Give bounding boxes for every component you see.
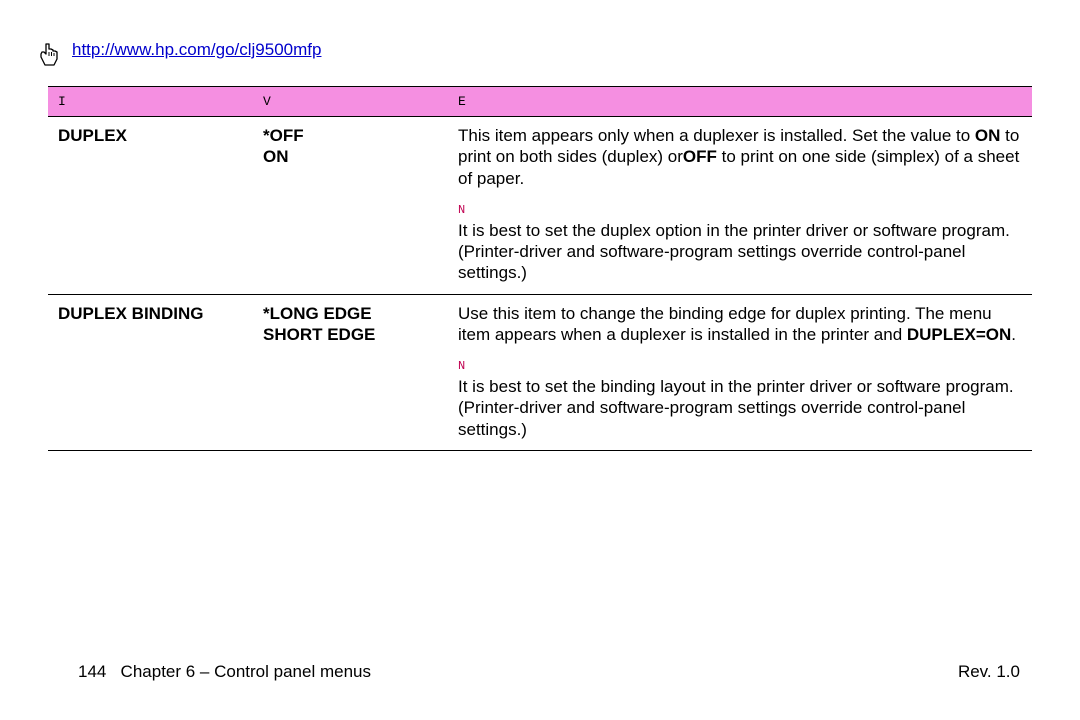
cell-explanation-duplex-binding: Use this item to change the binding edge… xyxy=(448,294,1032,450)
note-label: N xyxy=(458,203,1022,218)
page-number: 144 xyxy=(78,662,106,681)
col-header-values: V xyxy=(253,87,448,117)
hand-pointer-icon xyxy=(38,42,60,68)
table-row: DUPLEX BINDING *LONG EDGE SHORT EDGE Use… xyxy=(48,294,1032,450)
chapter-title: Chapter 6 – Control panel menus xyxy=(121,662,371,681)
value-on: ON xyxy=(263,146,438,167)
revision: Rev. 1.0 xyxy=(958,662,1020,682)
page-footer: 144 Chapter 6 – Control panel menus Rev.… xyxy=(78,662,1020,682)
note-text: It is best to set the binding layout in … xyxy=(458,377,1014,439)
cell-values-duplex-binding: *LONG EDGE SHORT EDGE xyxy=(253,294,448,450)
cell-explanation-duplex: This item appears only when a duplexer i… xyxy=(448,117,1032,295)
value-off: *OFF xyxy=(263,125,438,146)
table-header-row: I V E xyxy=(48,87,1032,117)
menu-table: I V E DUPLEX *OFF ON This item appears o… xyxy=(48,86,1032,451)
desc-text: . xyxy=(1011,325,1016,344)
note-text: It is best to set the duplex option in t… xyxy=(458,221,1010,283)
col-header-item: I xyxy=(48,87,253,117)
table-row: DUPLEX *OFF ON This item appears only wh… xyxy=(48,117,1032,295)
product-url-link[interactable]: http://www.hp.com/go/clj9500mfp xyxy=(72,40,321,60)
cell-item-duplex: DUPLEX xyxy=(48,117,253,295)
value-short-edge: SHORT EDGE xyxy=(263,324,438,345)
col-header-explanation: E xyxy=(448,87,1032,117)
desc-bold-duplex-on: DUPLEX=ON xyxy=(907,325,1011,344)
desc-bold-off: OFF xyxy=(683,147,717,166)
note-label: N xyxy=(458,359,1022,374)
url-row: http://www.hp.com/go/clj9500mfp xyxy=(38,40,1032,68)
footer-left: 144 Chapter 6 – Control panel menus xyxy=(78,662,371,682)
cell-values-duplex: *OFF ON xyxy=(253,117,448,295)
desc-bold-on: ON xyxy=(975,126,1001,145)
cell-item-duplex-binding: DUPLEX BINDING xyxy=(48,294,253,450)
value-long-edge: *LONG EDGE xyxy=(263,303,438,324)
desc-text: This item appears only when a duplexer i… xyxy=(458,126,975,145)
